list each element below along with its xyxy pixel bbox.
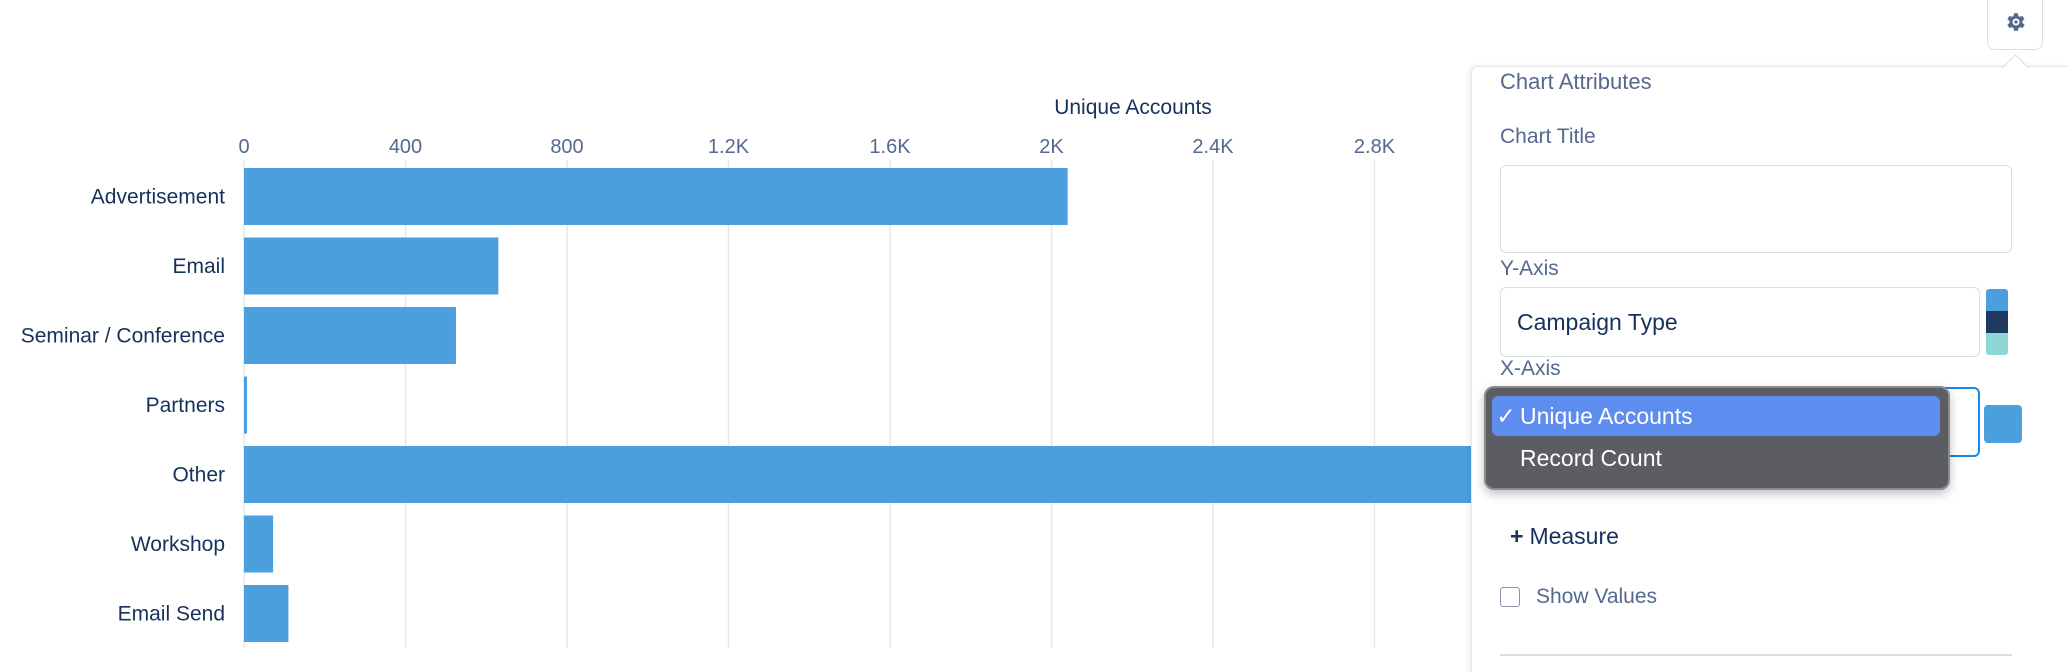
x-axis-ticks: 0 400 800 1.2K 1.6K 2K 2.4K 2.8K xyxy=(238,136,1395,158)
panel-heading: Chart Attributes xyxy=(1500,69,1652,94)
palette-swatch-2 xyxy=(1986,311,2008,333)
add-measure-label: Measure xyxy=(1529,523,1619,549)
dropdown-option-label: Record Count xyxy=(1520,444,1662,471)
y-axis-select[interactable]: Campaign Type xyxy=(1500,287,1980,357)
plus-icon: + xyxy=(1510,523,1524,549)
show-values-row[interactable]: Show Values xyxy=(1500,585,1657,609)
palette-swatch-3 xyxy=(1986,333,2008,355)
x-tick-label: 2.8K xyxy=(1354,136,1396,158)
category-label: Other xyxy=(172,464,225,487)
bar[interactable] xyxy=(244,446,1490,503)
x-axis-title: Unique Accounts xyxy=(1054,96,1212,119)
y-axis-value: Campaign Type xyxy=(1517,308,1678,335)
panel-divider xyxy=(1500,654,2012,656)
gear-icon xyxy=(2003,10,2027,39)
x-tick-label: 0 xyxy=(238,136,249,158)
y-axis-categories: Advertisement Email Seminar / Conference Pa… xyxy=(21,186,225,626)
x-tick-label: 400 xyxy=(389,136,422,158)
show-values-label: Show Values xyxy=(1536,585,1658,608)
bar[interactable] xyxy=(244,237,499,295)
dropdown-option-label: Unique Accounts xyxy=(1520,402,1693,429)
show-values-checkbox[interactable] xyxy=(1500,587,1520,607)
bar[interactable] xyxy=(244,168,1068,225)
category-label: Workshop xyxy=(131,533,225,556)
bar[interactable] xyxy=(244,515,274,573)
x-tick-label: 1.6K xyxy=(869,136,911,158)
chart-title-input[interactable] xyxy=(1500,165,2012,253)
x-axis-dropdown-menu: ✓ Unique Accounts Record Count xyxy=(1484,386,1950,490)
y-axis-color-palette[interactable] xyxy=(1986,289,2008,355)
add-measure-button[interactable]: + Measure xyxy=(1510,523,1619,550)
chart-title-label: Chart Title xyxy=(1500,125,1596,148)
bar-chart: 0 400 800 1.2K 1.6K 2K 2.4K 2.8K Advertisement E… xyxy=(21,96,1490,648)
x-tick-label: 2.4K xyxy=(1192,136,1234,158)
x-tick-label: 800 xyxy=(550,136,583,158)
bar[interactable] xyxy=(244,585,289,642)
chart-settings-button[interactable] xyxy=(1987,0,2043,50)
x-tick-label: 1.2K xyxy=(708,136,750,158)
category-label: Seminar / Conference xyxy=(21,325,225,348)
x-axis-label: X-Axis xyxy=(1500,357,1561,380)
x-axis-color-swatch[interactable] xyxy=(1984,405,2022,443)
palette-swatch-1 xyxy=(1986,289,2008,311)
x-tick-label: 2K xyxy=(1039,136,1064,158)
dropdown-option-record-count[interactable]: Record Count xyxy=(1492,438,1940,478)
gridlines xyxy=(243,160,1376,648)
category-label: Advertisement xyxy=(91,186,225,209)
bar[interactable] xyxy=(244,307,456,364)
chart-attributes-panel: Chart Attributes Chart Title Y-Axis Camp… xyxy=(1471,66,2068,672)
category-label: Email Send xyxy=(118,603,225,626)
category-label: Email xyxy=(172,255,225,278)
bar[interactable] xyxy=(244,376,247,434)
category-label: Partners xyxy=(146,394,225,417)
y-axis-label: Y-Axis xyxy=(1500,257,1559,280)
checkmark-icon: ✓ xyxy=(1496,402,1516,429)
bars xyxy=(244,168,1490,642)
dropdown-option-unique-accounts[interactable]: ✓ Unique Accounts xyxy=(1492,396,1940,436)
